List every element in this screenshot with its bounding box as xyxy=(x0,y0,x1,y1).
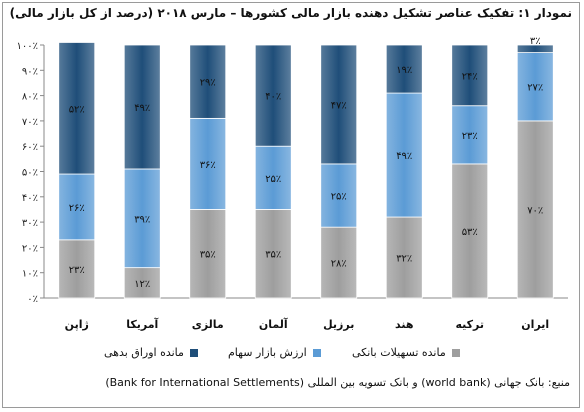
data-label: ۳۶٪ xyxy=(200,160,216,171)
legend-item: مانده اوراق بدهی xyxy=(104,346,198,359)
data-label: ۲۸٪ xyxy=(331,259,347,270)
legend-item: مانده تسهیلات بانکی xyxy=(352,346,460,359)
bar-segment xyxy=(189,209,227,299)
y-tick-label: ۱۰٪ xyxy=(22,269,38,280)
legend-swatch xyxy=(189,348,198,357)
y-tick-label: ۲۰٪ xyxy=(22,243,38,254)
category-label: مالزی xyxy=(192,318,224,331)
category-label: ترکیه xyxy=(455,318,484,331)
category-label: ژاپن xyxy=(65,318,89,331)
data-label: ۲۹٪ xyxy=(200,78,216,89)
data-label: ۷۰٪ xyxy=(527,205,543,216)
category-label: هند xyxy=(395,318,413,331)
data-label: ۱۲٪ xyxy=(134,279,150,290)
legend-label: ارزش بازار سهام xyxy=(228,346,307,359)
data-label: ۴۹٪ xyxy=(396,151,412,162)
data-label: ۴۰٪ xyxy=(265,92,281,103)
legend-item: ارزش بازار سهام xyxy=(228,346,321,359)
data-label: ۳۵٪ xyxy=(265,250,281,261)
chart-legend: مانده تسهیلات بانکی ارزش بازار سهام مانده … xyxy=(0,346,584,364)
data-label: ۳۲٪ xyxy=(396,254,412,265)
category-label: آمریکا xyxy=(126,317,158,331)
source-note: منبع: بانک جهانی (world bank) و بانک تسو… xyxy=(105,376,570,389)
y-tick-label: ۶۰٪ xyxy=(22,142,38,153)
legend-label: مانده تسهیلات بانکی xyxy=(352,346,446,359)
chart-title: نمودار ۱: تفکیک عناصر تشکیل دهنده بازار … xyxy=(9,6,572,20)
category-label: ایران xyxy=(521,318,549,331)
bar-segment xyxy=(189,117,227,210)
bar-segment xyxy=(189,44,227,119)
data-label: ۳٪ xyxy=(530,36,541,47)
category-label: آلمان xyxy=(259,317,288,331)
bar-segment xyxy=(123,44,161,170)
data-label: ۳۹٪ xyxy=(134,214,150,225)
data-label: ۲۵٪ xyxy=(331,192,347,203)
bar-segment xyxy=(58,42,96,175)
data-label: ۵۳٪ xyxy=(462,227,478,238)
bar-segment xyxy=(123,168,161,269)
y-tick-label: ۳۰٪ xyxy=(22,218,38,229)
bar-segment xyxy=(320,44,358,165)
legend-swatch xyxy=(451,348,460,357)
bar-segment xyxy=(320,226,358,299)
y-tick-label: ۹۰٪ xyxy=(22,66,38,77)
bar-segment xyxy=(516,120,554,299)
bar-segment xyxy=(451,163,489,299)
bar-segment xyxy=(58,239,96,299)
category-label: برزیل xyxy=(323,318,354,331)
legend-swatch xyxy=(312,348,321,357)
bar-segment xyxy=(385,44,423,94)
data-label: ۴۹٪ xyxy=(134,103,150,114)
data-label: ۲۶٪ xyxy=(69,203,85,214)
bar-segment xyxy=(451,105,489,165)
data-label: ۳۵٪ xyxy=(200,250,216,261)
data-label: ۲۴٪ xyxy=(462,71,478,82)
data-label: ۲۳٪ xyxy=(462,131,478,142)
y-tick-label: ۷۰٪ xyxy=(22,117,38,128)
bar-segment xyxy=(516,44,554,53)
y-tick-label: ۴۰٪ xyxy=(22,193,38,204)
y-tick-label: ۱۰۰٪ xyxy=(17,41,38,52)
bar-segment xyxy=(254,209,292,299)
data-label: ۲۵٪ xyxy=(265,174,281,185)
bar-segment xyxy=(254,44,292,147)
y-tick-label: ۸۰٪ xyxy=(22,92,38,103)
data-label: ۴۷٪ xyxy=(331,100,347,111)
data-label: ۲۷٪ xyxy=(527,83,543,94)
y-tick-label: ۵۰٪ xyxy=(22,168,38,179)
bar-segment xyxy=(451,44,489,107)
bar-segment xyxy=(385,92,423,218)
bar-segment xyxy=(320,163,358,228)
data-label: ۲۳٪ xyxy=(69,265,85,276)
bar-segment xyxy=(123,267,161,299)
legend-label: مانده اوراق بدهی xyxy=(104,346,184,359)
data-label: ۵۲٪ xyxy=(69,104,85,115)
y-tick-label: ۰٪ xyxy=(27,294,38,305)
data-label: ۱۹٪ xyxy=(396,65,412,76)
bar-segment xyxy=(385,216,423,299)
